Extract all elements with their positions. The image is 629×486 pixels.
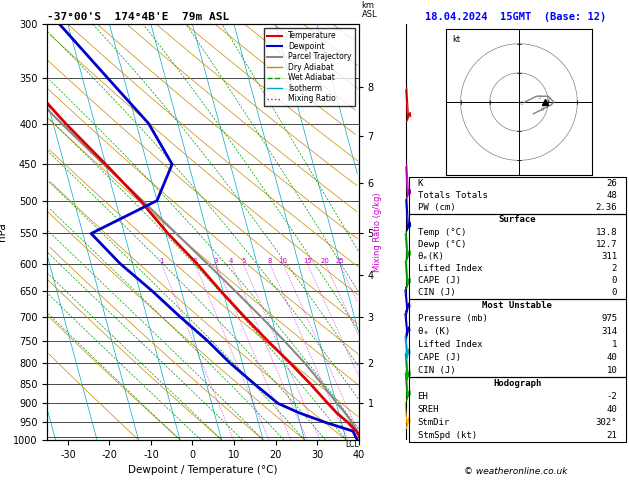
Text: 302°: 302° [596, 418, 617, 427]
Text: Totals Totals: Totals Totals [418, 191, 487, 200]
Text: 1: 1 [612, 340, 617, 349]
Text: 12.7: 12.7 [596, 240, 617, 249]
Text: 15: 15 [303, 258, 312, 263]
Text: 0: 0 [612, 288, 617, 297]
Text: CIN (J): CIN (J) [418, 365, 455, 375]
Text: LCL: LCL [345, 440, 359, 450]
Y-axis label: hPa: hPa [0, 223, 8, 242]
Text: StmSpd (kt): StmSpd (kt) [418, 431, 477, 440]
Text: Mixing Ratio (g/kg): Mixing Ratio (g/kg) [373, 192, 382, 272]
Text: 0: 0 [612, 276, 617, 285]
Text: 1: 1 [159, 258, 164, 263]
Text: 10: 10 [279, 258, 287, 263]
Text: Temp (°C): Temp (°C) [418, 227, 466, 237]
Text: Lifted Index: Lifted Index [418, 264, 482, 273]
Text: 3: 3 [538, 95, 541, 100]
Text: 40: 40 [606, 353, 617, 362]
Text: EH: EH [418, 392, 428, 401]
Text: Most Unstable: Most Unstable [482, 301, 552, 310]
Text: StmDir: StmDir [418, 418, 450, 427]
Text: Lifted Index: Lifted Index [418, 340, 482, 349]
Text: 8: 8 [267, 258, 272, 263]
Text: 314: 314 [601, 327, 617, 336]
Text: 2: 2 [192, 258, 197, 263]
Text: Dewp (°C): Dewp (°C) [418, 240, 466, 249]
X-axis label: Dewpoint / Temperature (°C): Dewpoint / Temperature (°C) [128, 465, 277, 475]
Text: K: K [418, 179, 423, 188]
Text: CAPE (J): CAPE (J) [418, 353, 460, 362]
Text: PW (cm): PW (cm) [418, 203, 455, 212]
Text: -37°00'S  174°4B'E  79m ASL: -37°00'S 174°4B'E 79m ASL [47, 12, 230, 22]
Text: 25: 25 [335, 258, 344, 263]
Text: 4: 4 [229, 258, 233, 263]
Text: 48: 48 [606, 191, 617, 200]
Text: SREH: SREH [418, 405, 439, 414]
Text: θₑ (K): θₑ (K) [418, 327, 450, 336]
Text: 2.36: 2.36 [596, 203, 617, 212]
Text: 975: 975 [601, 314, 617, 323]
Text: 26: 26 [606, 179, 617, 188]
Text: 21: 21 [606, 431, 617, 440]
Text: CAPE (J): CAPE (J) [418, 276, 460, 285]
Text: 5: 5 [241, 258, 245, 263]
Text: 18.04.2024  15GMT  (Base: 12): 18.04.2024 15GMT (Base: 12) [425, 12, 606, 22]
Text: θₑ(K): θₑ(K) [418, 252, 445, 261]
Text: -2: -2 [606, 392, 617, 401]
Text: kt: kt [452, 35, 460, 44]
Text: 2: 2 [612, 264, 617, 273]
Text: 40: 40 [606, 405, 617, 414]
Text: 9: 9 [540, 107, 544, 112]
Text: 13.8: 13.8 [596, 227, 617, 237]
Text: 3: 3 [213, 258, 218, 263]
Text: CIN (J): CIN (J) [418, 288, 455, 297]
Text: © weatheronline.co.uk: © weatheronline.co.uk [464, 467, 567, 476]
Text: Hodograph: Hodograph [493, 379, 542, 388]
Text: 10: 10 [606, 365, 617, 375]
Text: 6: 6 [547, 98, 550, 103]
Text: km
ASL: km ASL [362, 1, 377, 19]
Text: 20: 20 [321, 258, 330, 263]
Text: Surface: Surface [499, 215, 536, 225]
Text: 0: 0 [520, 101, 523, 106]
Text: Pressure (mb): Pressure (mb) [418, 314, 487, 323]
Text: 311: 311 [601, 252, 617, 261]
Legend: Temperature, Dewpoint, Parcel Trajectory, Dry Adiabat, Wet Adiabat, Isotherm, Mi: Temperature, Dewpoint, Parcel Trajectory… [264, 28, 355, 106]
